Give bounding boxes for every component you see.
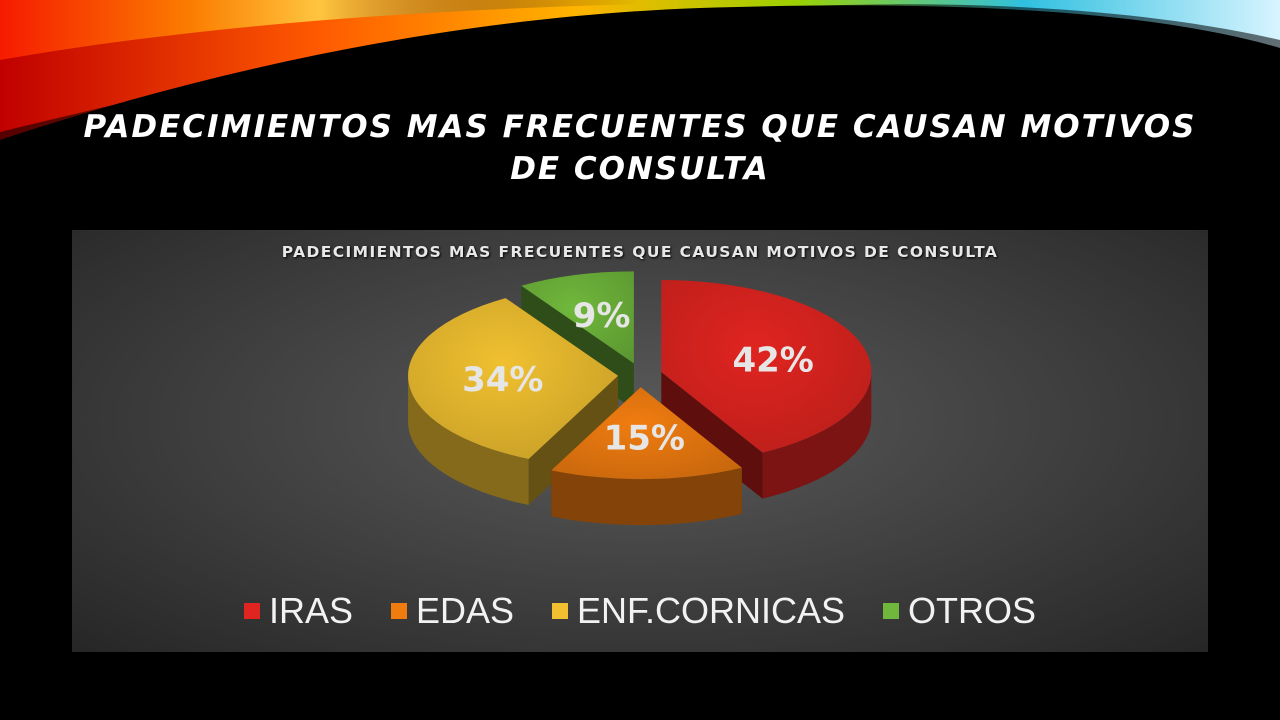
decorative-swoosh-banner [0,0,1280,151]
data-label-otros: 9% [573,296,631,336]
pie-slice-enf-cornicas [408,298,619,460]
legend-item-otros: OTROS [883,590,1036,632]
pie-slice-edas [551,387,742,480]
data-label-iras: 42% [732,340,813,380]
legend-item-edas: EDAS [390,590,515,632]
data-label-edas: 15% [604,419,685,459]
pie-slice-otros [521,271,634,364]
legend-label-iras: IRAS [268,590,353,631]
chart-title: PADECIMIENTOS MAS FRECUENTES QUE CAUSAN … [281,243,999,261]
legend-swatch-iras [243,603,260,619]
legend-swatch-enf-cornicas [552,603,569,619]
legend-item-enf-cornicas: ENF.CORNICAS [552,590,845,632]
legend-label-otros: OTROS [908,590,1037,631]
legend-label-edas: EDAS [415,590,515,631]
legend-swatch-edas [390,603,407,619]
pie-chart: 42% 15% 34% 9% [408,271,872,526]
legend-label-enf-cornicas: ENF.CORNICAS [577,590,846,631]
chart-panel: PADECIMIENTOS MAS FRECUENTES QUE CAUSAN … [72,230,1208,652]
legend-item-iras: IRAS [243,590,353,632]
legend-swatch-otros [883,603,900,619]
slide-title: PADECIMIENTOS MAS FRECUENTES QUE CAUSAN … [83,109,1197,187]
chart-legend: IRAS EDAS ENF.CORNICAS OTROS [72,590,1208,632]
data-label-enf-cornicas: 34% [462,360,543,400]
pie-slice-iras [661,279,872,453]
